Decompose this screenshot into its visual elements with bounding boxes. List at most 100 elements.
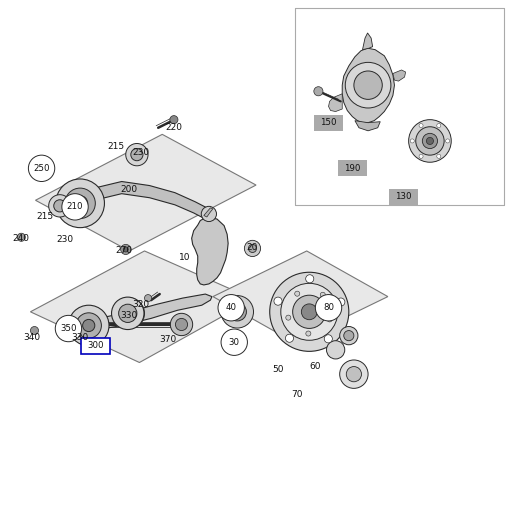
Text: 320: 320 <box>132 300 150 309</box>
Text: 70: 70 <box>291 390 302 399</box>
Polygon shape <box>85 294 212 330</box>
Text: 230: 230 <box>132 148 150 157</box>
Circle shape <box>121 244 131 255</box>
Text: 330: 330 <box>121 311 138 320</box>
Circle shape <box>437 154 441 158</box>
Circle shape <box>281 283 338 340</box>
Circle shape <box>327 341 345 359</box>
Circle shape <box>346 367 361 382</box>
Circle shape <box>201 206 216 222</box>
Circle shape <box>55 315 82 342</box>
Text: 340: 340 <box>23 333 40 342</box>
Circle shape <box>416 127 444 155</box>
Circle shape <box>49 195 71 217</box>
Circle shape <box>170 313 193 336</box>
Polygon shape <box>363 33 373 50</box>
Circle shape <box>270 272 349 351</box>
Text: 40: 40 <box>226 303 237 312</box>
Polygon shape <box>80 182 209 219</box>
Circle shape <box>228 303 246 321</box>
Circle shape <box>65 188 95 219</box>
Circle shape <box>320 292 325 297</box>
Circle shape <box>62 194 88 220</box>
Circle shape <box>83 319 95 332</box>
Text: 30: 30 <box>229 338 240 347</box>
Circle shape <box>76 313 101 338</box>
Polygon shape <box>35 134 256 251</box>
Circle shape <box>295 291 300 296</box>
Circle shape <box>409 120 451 162</box>
Circle shape <box>293 295 326 329</box>
Text: 50: 50 <box>272 365 283 374</box>
Circle shape <box>218 295 244 321</box>
Text: 190: 190 <box>344 164 360 173</box>
Polygon shape <box>329 94 342 112</box>
Circle shape <box>274 297 282 305</box>
Text: 80: 80 <box>323 303 334 312</box>
Polygon shape <box>355 121 380 131</box>
Circle shape <box>112 297 144 330</box>
Text: 300: 300 <box>87 341 103 350</box>
Circle shape <box>419 154 423 158</box>
Circle shape <box>306 275 314 283</box>
Circle shape <box>314 87 323 96</box>
Circle shape <box>248 244 257 252</box>
Circle shape <box>56 179 104 228</box>
Circle shape <box>324 335 333 343</box>
Text: 350: 350 <box>60 324 77 333</box>
Circle shape <box>337 298 345 306</box>
Text: 330: 330 <box>71 333 89 342</box>
Circle shape <box>345 62 391 108</box>
Circle shape <box>419 124 423 128</box>
Polygon shape <box>213 251 388 342</box>
Circle shape <box>54 200 66 212</box>
Text: 220: 220 <box>165 123 182 132</box>
Circle shape <box>410 139 414 143</box>
Text: 20: 20 <box>247 243 258 252</box>
Circle shape <box>354 71 382 99</box>
FancyBboxPatch shape <box>389 189 418 205</box>
FancyBboxPatch shape <box>314 115 343 131</box>
Circle shape <box>344 331 354 341</box>
Circle shape <box>315 295 342 321</box>
Circle shape <box>244 240 261 257</box>
Circle shape <box>30 327 39 335</box>
Circle shape <box>286 315 291 320</box>
Circle shape <box>126 143 148 166</box>
Text: 215: 215 <box>36 212 53 222</box>
Circle shape <box>144 295 152 302</box>
Text: 200: 200 <box>121 185 138 194</box>
Polygon shape <box>393 70 406 81</box>
Circle shape <box>285 334 294 342</box>
Text: 10: 10 <box>179 253 191 262</box>
Text: 60: 60 <box>310 361 321 371</box>
Polygon shape <box>192 217 228 285</box>
Circle shape <box>340 327 358 345</box>
Circle shape <box>17 233 25 241</box>
Circle shape <box>446 139 450 143</box>
Circle shape <box>170 116 178 124</box>
Circle shape <box>68 305 109 346</box>
Text: 150: 150 <box>320 118 337 127</box>
Circle shape <box>301 304 317 320</box>
Circle shape <box>426 137 433 144</box>
Polygon shape <box>342 48 394 123</box>
Circle shape <box>437 124 441 128</box>
Text: 270: 270 <box>116 246 133 256</box>
Text: 230: 230 <box>56 235 74 244</box>
Text: 240: 240 <box>13 234 30 243</box>
Circle shape <box>131 149 143 161</box>
Circle shape <box>340 360 368 388</box>
Text: 215: 215 <box>107 141 124 151</box>
Circle shape <box>123 247 128 252</box>
Circle shape <box>73 196 88 211</box>
Text: 210: 210 <box>67 202 83 211</box>
Polygon shape <box>30 251 254 363</box>
Circle shape <box>175 318 188 331</box>
Circle shape <box>306 331 311 336</box>
Circle shape <box>327 317 332 322</box>
Circle shape <box>119 304 137 322</box>
Circle shape <box>221 329 247 355</box>
Text: 130: 130 <box>395 192 411 201</box>
FancyBboxPatch shape <box>81 338 110 354</box>
